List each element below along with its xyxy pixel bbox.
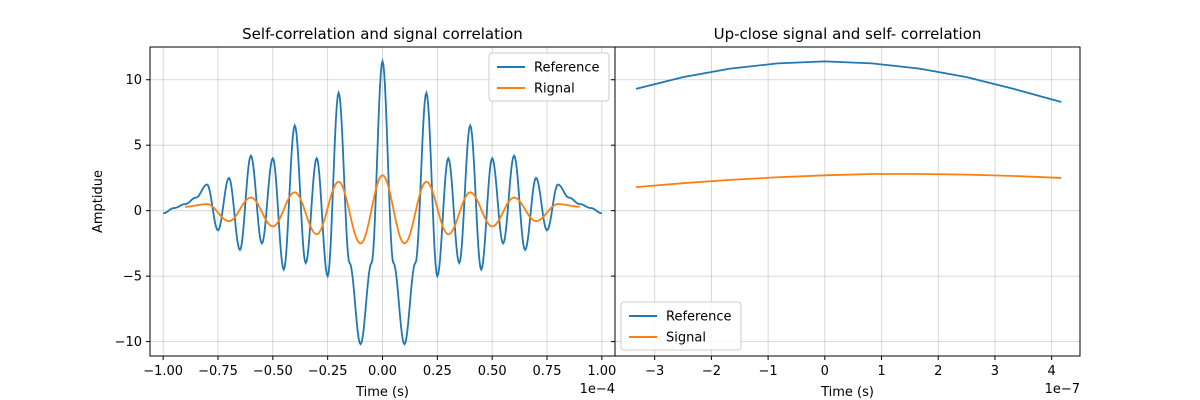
legend: Reference Rignal: [488, 52, 610, 102]
legend-entry: Reference: [534, 61, 599, 76]
series-line-rignal: [185, 174, 580, 245]
x-tick-label: 0: [821, 364, 829, 379]
y-tick-label: 10: [125, 73, 142, 88]
left-chart-panel: −1.00 −0.75 −0.50 −0.25 0.00 0.25 0.50 0.75 1.00…: [91, 25, 616, 400]
legend-entry: Signal: [666, 331, 706, 346]
y-tick-label: −5: [123, 270, 142, 285]
x-tick-label: 1: [877, 364, 885, 379]
y-tick-label: 5: [134, 139, 142, 154]
x-tick-label: 0.25: [423, 364, 452, 379]
x-tick-label: 0.75: [533, 364, 562, 379]
axes-frame: [614, 46, 1081, 357]
x-axis-label: Time (s): [355, 385, 409, 400]
x-tick-label: 0.00: [368, 364, 397, 379]
x-tick-label: −3: [645, 364, 664, 379]
x-tick-label: 4: [1048, 364, 1056, 379]
x-tick-label: 2: [934, 364, 942, 379]
x-offset-label: 1e−4: [580, 382, 615, 397]
y-tick-label: 0: [134, 204, 142, 219]
right-chart-panel: −3 −2 −1 0 1 2 3 4 Up-close signal and self- cor…: [611, 25, 1081, 400]
x-tick-label: 3: [991, 364, 999, 379]
x-axis-label: Time (s): [820, 385, 874, 400]
y-tick-label: −10: [115, 335, 142, 350]
x-tick-label: −0.75: [198, 364, 238, 379]
x-tick-label: 1.00: [587, 364, 616, 379]
x-tick-label: −0.25: [308, 364, 348, 379]
series-line-signal: [635, 173, 1062, 188]
series-line-reference: [163, 58, 602, 346]
x-tick-label: 0.50: [478, 364, 507, 379]
y-axis-label: Amptidue: [91, 170, 106, 233]
x-tick-label: −2: [702, 364, 721, 379]
x-tick-label: −1.00: [143, 364, 183, 379]
x-offset-label: 1e−7: [1045, 382, 1080, 397]
legend-entry: Reference: [666, 310, 731, 325]
x-tick-label: −0.50: [253, 364, 293, 379]
x-tick-label: −1: [759, 364, 778, 379]
chart-title: Self-correlation and signal correlation: [242, 25, 523, 43]
series-line-reference: [635, 60, 1062, 103]
legend-entry: Rignal: [534, 82, 575, 97]
legend: Reference Signal: [620, 301, 742, 351]
chart-title: Up-close signal and self- correlation: [714, 25, 982, 43]
